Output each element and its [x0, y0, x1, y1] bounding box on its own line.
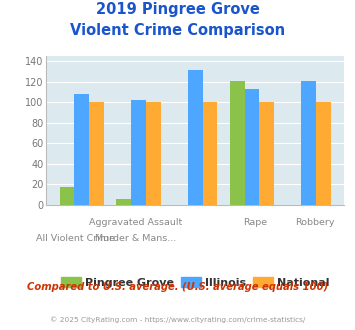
Text: All Violent Crime: All Violent Crime: [37, 234, 115, 243]
Text: Aggravated Assault: Aggravated Assault: [89, 218, 182, 227]
Text: Murder & Mans...: Murder & Mans...: [95, 234, 176, 243]
Bar: [131, 100, 146, 205]
Bar: [75, 94, 89, 205]
Bar: [316, 102, 331, 205]
Legend: Pingree Grove, Illinois, National: Pingree Grove, Illinois, National: [56, 273, 334, 292]
Text: Compared to U.S. average. (U.S. average equals 100): Compared to U.S. average. (U.S. average …: [27, 282, 328, 292]
Bar: [245, 89, 260, 205]
Text: Violent Crime Comparison: Violent Crime Comparison: [70, 23, 285, 38]
Bar: [89, 102, 104, 205]
Bar: [301, 81, 316, 205]
Text: Robbery: Robbery: [295, 218, 334, 227]
Text: © 2025 CityRating.com - https://www.cityrating.com/crime-statistics/: © 2025 CityRating.com - https://www.city…: [50, 317, 305, 323]
Bar: [146, 102, 161, 205]
Bar: [203, 102, 217, 205]
Bar: [188, 70, 203, 205]
Bar: [260, 102, 274, 205]
Bar: [116, 199, 131, 205]
Bar: [60, 187, 75, 205]
Text: 2019 Pingree Grove: 2019 Pingree Grove: [95, 2, 260, 16]
Text: Rape: Rape: [243, 218, 267, 227]
Bar: [230, 81, 245, 205]
